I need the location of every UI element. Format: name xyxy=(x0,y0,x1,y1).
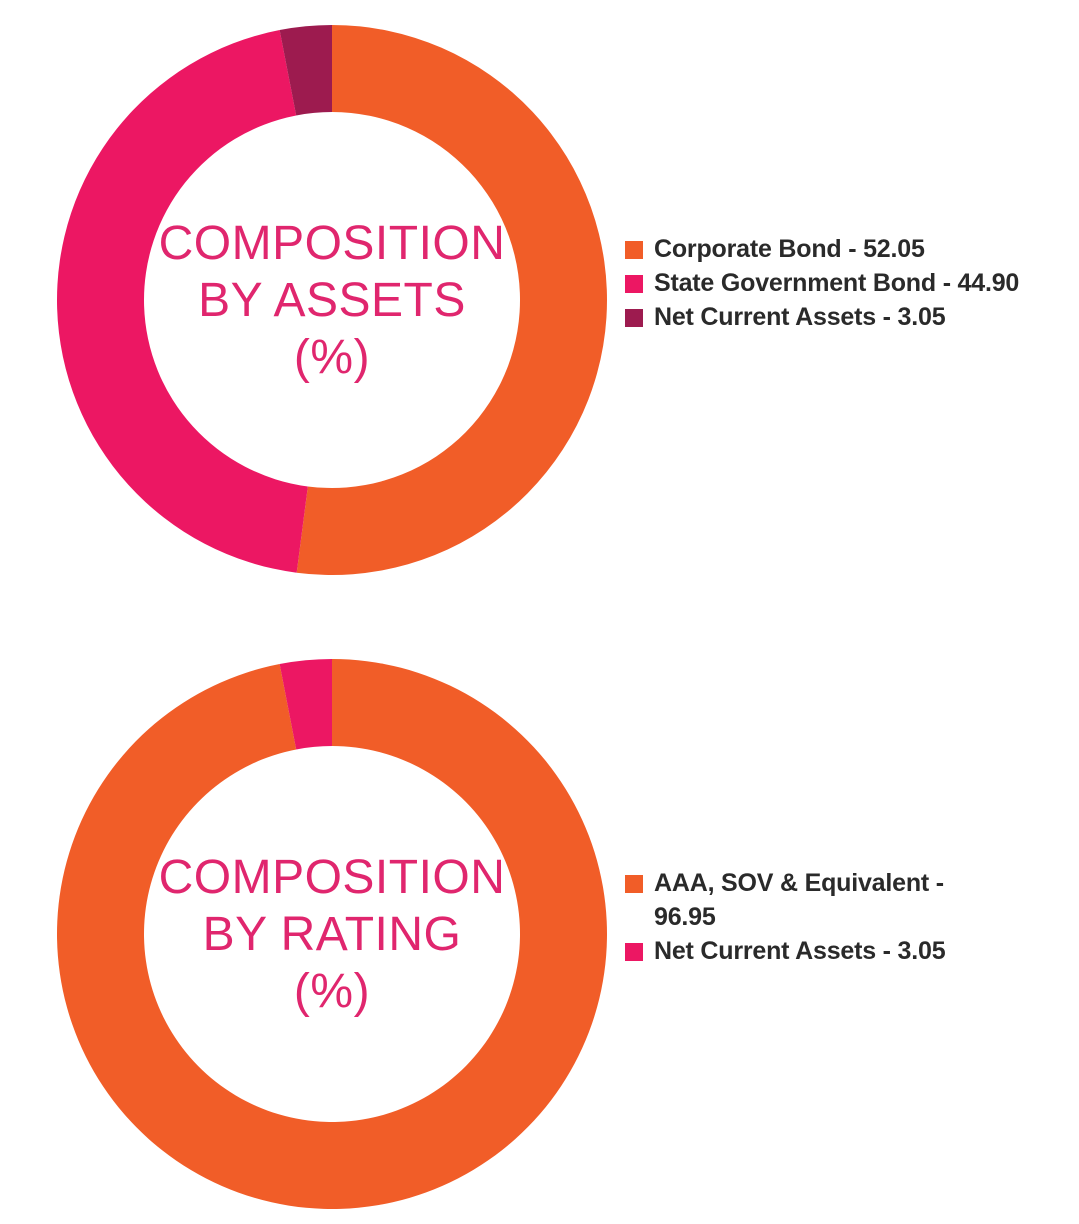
chart-composition-by-rating: COMPOSITION BY RATING (%) AAA, SOV & Equ… xyxy=(0,659,1079,1219)
legend-label: AAA, SOV & Equivalent - 96.95 xyxy=(654,869,944,931)
legend-item: Net Current Assets - 3.05 xyxy=(624,934,1064,968)
legend-item: Net Current Assets - 3.05 xyxy=(624,300,1064,334)
legend-label: Net Current Assets - 3.05 xyxy=(654,303,946,331)
donut-slice xyxy=(279,659,332,750)
donut-chart-rating xyxy=(56,659,607,1209)
legend-swatch xyxy=(625,309,643,327)
legend-item: Corporate Bond - 52.05 xyxy=(624,232,1064,266)
chart-legend: AAA, SOV & Equivalent - 96.95 Net Curren… xyxy=(624,866,1064,968)
legend-swatch xyxy=(625,241,643,259)
legend-item: State Government Bond - 44.90 xyxy=(624,266,1064,300)
donut-slice xyxy=(56,659,607,1209)
donut-chart-assets xyxy=(56,25,607,575)
legend-label: State Government Bond - 44.90 xyxy=(654,269,1020,297)
legend-swatch xyxy=(625,943,643,961)
legend-label: Corporate Bond - 52.05 xyxy=(654,235,925,263)
legend-swatch xyxy=(625,875,643,893)
donut-slice xyxy=(56,30,308,573)
chart-legend: Corporate Bond - 52.05 State Government … xyxy=(624,232,1064,334)
donut-slice xyxy=(279,25,332,116)
chart-composition-by-assets: COMPOSITION BY ASSETS (%) Corporate Bond… xyxy=(0,25,1079,585)
legend-label: Net Current Assets - 3.05 xyxy=(654,937,946,965)
legend-item: AAA, SOV & Equivalent - 96.95 xyxy=(624,866,994,934)
donut-slice xyxy=(296,25,607,575)
legend-swatch xyxy=(625,275,643,293)
